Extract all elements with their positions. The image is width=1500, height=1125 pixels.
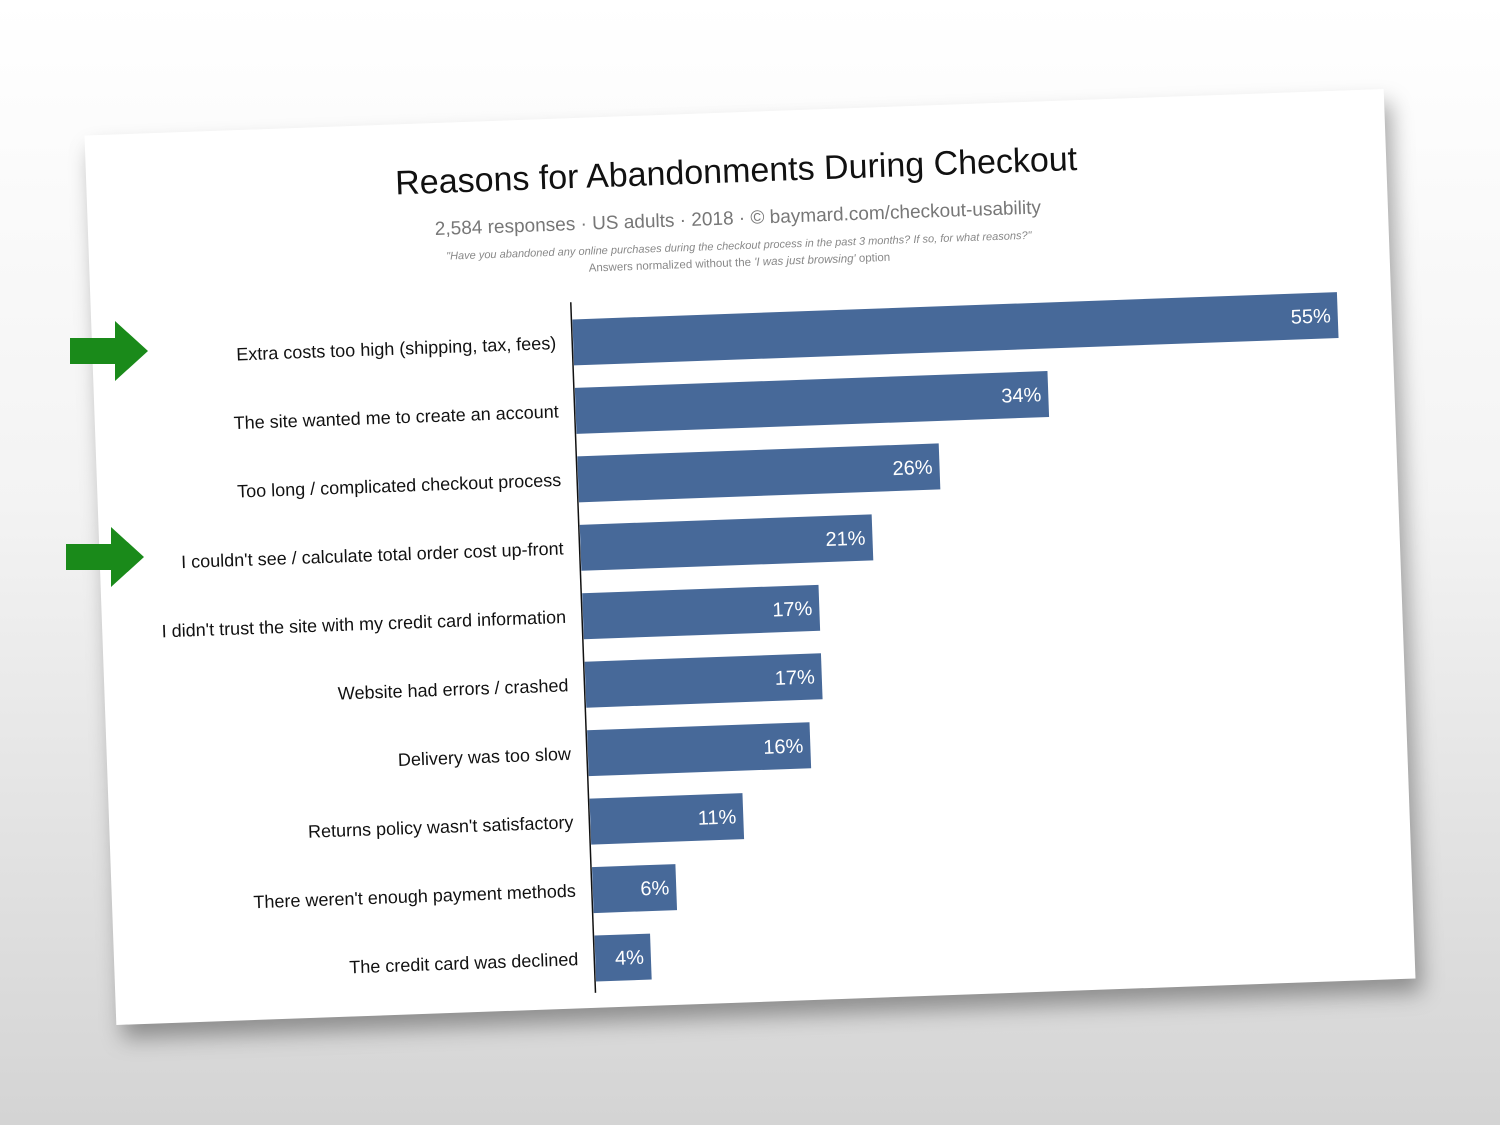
bar [582, 584, 821, 640]
category-label: I didn't trust the site with my credit c… [161, 607, 566, 641]
value-label: 16% [763, 735, 804, 758]
value-label: 4% [615, 947, 645, 970]
value-label: 34% [1001, 384, 1042, 407]
chart-card: Reasons for Abandonments During Checkout… [84, 89, 1416, 1025]
arrow-shape [66, 527, 144, 587]
value-label: 11% [697, 806, 737, 829]
category-label: There weren't enough payment methods [253, 881, 576, 913]
category-label: Too long / complicated checkout process [237, 470, 562, 502]
bar-chart: Extra costs too high (shipping, tax, fee… [161, 292, 1339, 993]
bar [579, 514, 874, 571]
bar [587, 722, 812, 777]
value-label: 17% [772, 598, 813, 621]
value-label: 26% [892, 457, 933, 480]
value-label: 55% [1290, 305, 1331, 328]
arrow-right-icon [70, 321, 148, 381]
value-label: 6% [640, 877, 670, 900]
arrow-shape [70, 321, 148, 381]
bar [584, 653, 823, 708]
bar [572, 292, 1339, 366]
category-label: Returns policy wasn't satisfactory [308, 812, 574, 841]
bar [577, 443, 941, 503]
bar [591, 864, 678, 914]
arrow-right-icon [66, 527, 144, 587]
category-label: Extra costs too high (shipping, tax, fee… [236, 333, 557, 364]
category-label: Website had errors / crashed [337, 675, 568, 703]
category-label: The credit card was declined [349, 949, 579, 977]
bar [594, 933, 652, 982]
y-axis-line [570, 302, 597, 993]
category-label: The site wanted me to create an account [233, 402, 559, 434]
category-label: Delivery was too slow [398, 744, 573, 770]
value-label: 17% [774, 667, 815, 690]
value-label: 21% [825, 528, 866, 551]
bar [589, 793, 745, 845]
category-label: I couldn't see / calculate total order c… [181, 538, 564, 572]
bar [574, 370, 1050, 434]
